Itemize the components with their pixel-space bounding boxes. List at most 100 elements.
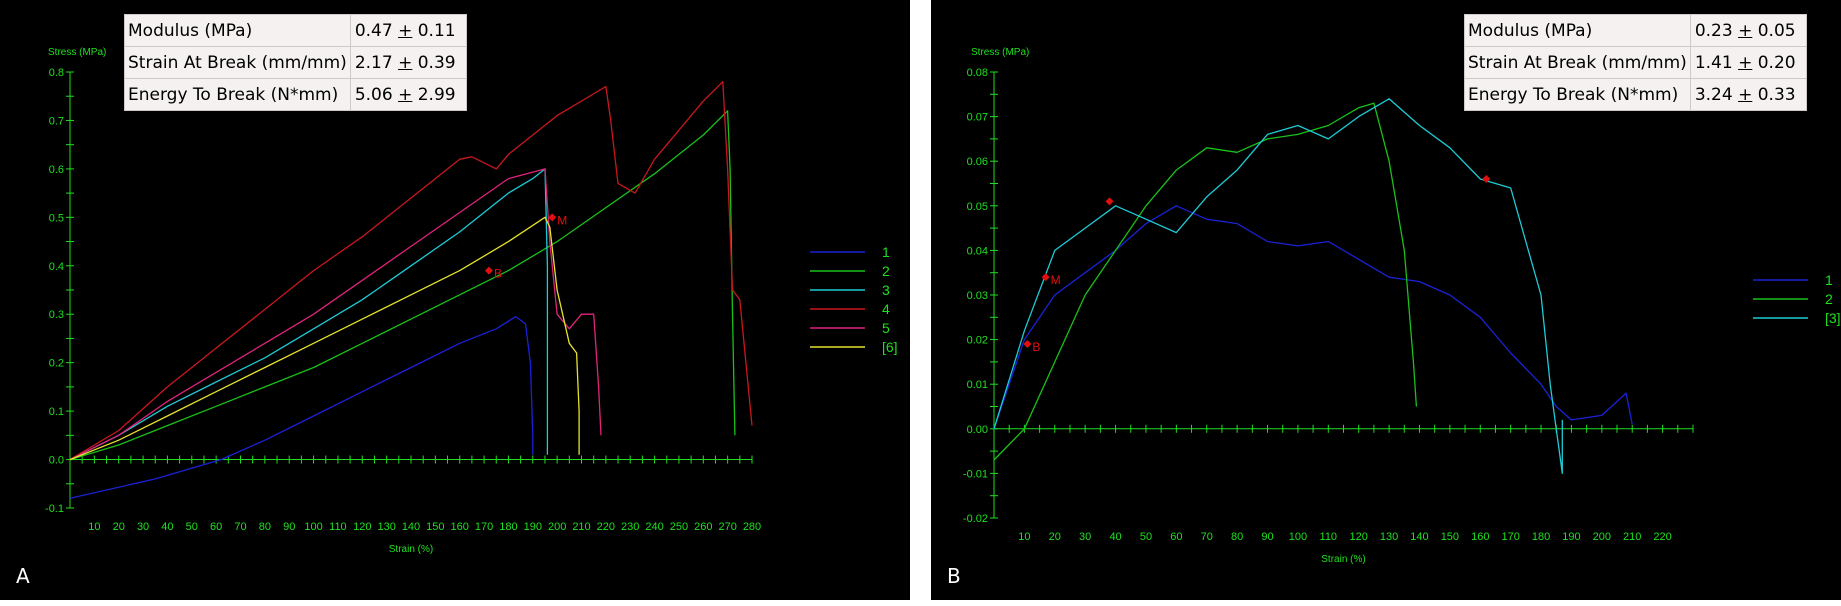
x-tick-label: 110 — [1320, 531, 1338, 543]
x-tick-label: 80 — [259, 521, 271, 533]
x-tick-label: 120 — [353, 521, 371, 533]
series-line-6 — [69, 216, 580, 461]
y-tick-label: 0.6 — [49, 164, 64, 176]
x-tick-label: 110 — [329, 521, 347, 533]
y-tick-label: 0.02 — [967, 335, 988, 347]
y-tick-label: 0.07 — [967, 112, 988, 124]
series-line-3 — [69, 168, 549, 461]
stats-row: Energy To Break (N*mm) 5.06 + 2.99 — [124, 78, 467, 111]
x-tick-label: 150 — [426, 521, 444, 533]
y-tick-label: 0.03 — [967, 290, 988, 302]
x-tick-label: 20 — [1049, 531, 1061, 543]
x-axis-label: Strain (%) — [389, 544, 433, 555]
x-tick-label: 90 — [1261, 531, 1273, 543]
legend-label: 2 — [882, 263, 890, 279]
marker-label: B — [494, 267, 502, 281]
legend-label: [3] — [1825, 310, 1841, 326]
x-tick-label: 210 — [1623, 531, 1641, 543]
series-line-2 — [993, 102, 1418, 461]
chart-panel-b: 10 20 30 40 50 60 70 80 90 100 110 120 130 140 150 160 1… — [931, 0, 1841, 600]
point-marker — [1482, 175, 1491, 184]
y-tick-label: 0.4 — [49, 261, 64, 273]
point-marker — [1105, 197, 1114, 206]
stat-name: Modulus (MPa) — [124, 14, 351, 47]
stats-row: Strain At Break (mm/mm) 1.41 + 0.20 — [1464, 46, 1807, 79]
x-tick-label: 40 — [1109, 531, 1121, 543]
legend-label: 1 — [882, 244, 890, 260]
x-tick-label: 180 — [499, 521, 517, 533]
y-tick-label: -0.1 — [45, 503, 64, 515]
x-tick-label: 100 — [304, 521, 322, 533]
x-tick-label: 150 — [1441, 531, 1459, 543]
x-tick-label: 60 — [1170, 531, 1182, 543]
y-tick-label: 0.1 — [49, 406, 64, 418]
x-tick-label: 140 — [402, 521, 420, 533]
y-axis-label: Stress (MPa) — [971, 47, 1029, 58]
x-tick-label: 200 — [1593, 531, 1611, 543]
y-tick-label: 0.04 — [967, 245, 988, 257]
chart-svg-b: 10 20 30 40 50 60 70 80 90 100 110 120 130 140 150 160 1… — [963, 47, 1841, 565]
x-tick-label: 50 — [1140, 531, 1152, 543]
stat-value: 5.06 + 2.99 — [349, 78, 467, 111]
point-marker — [484, 266, 493, 275]
series-line-1 — [993, 205, 1633, 430]
x-tick-label: 10 — [1018, 531, 1030, 543]
legend-label: 5 — [882, 320, 890, 336]
x-tick-label: 60 — [210, 521, 222, 533]
x-tick-label: 170 — [475, 521, 493, 533]
x-tick-label: 190 — [1562, 531, 1580, 543]
x-axis-label: Strain (%) — [1321, 554, 1365, 565]
panel-label: A — [16, 564, 30, 588]
x-tick-label: 170 — [1501, 531, 1519, 543]
chart-svg-a: 10 20 30 40 50 60 70 80 90 100 110 120 130 140 150 160 1… — [45, 47, 898, 555]
marker-label: B — [1032, 340, 1040, 354]
stats-table-b: Modulus (MPa) 0.23 + 0.05 Strain At Break… — [1464, 14, 1807, 111]
x-tick-label: 30 — [1079, 531, 1091, 543]
stat-name: Energy To Break (N*mm) — [124, 78, 351, 111]
x-tick-label: 70 — [234, 521, 246, 533]
x-tick-label: 80 — [1231, 531, 1243, 543]
y-tick-label: 0.06 — [967, 156, 988, 168]
series-line-3 — [993, 98, 1563, 475]
x-tick-label: 280 — [743, 521, 761, 533]
stat-value: 0.23 + 0.05 — [1689, 14, 1807, 47]
x-tick-label: 160 — [451, 521, 469, 533]
chart-panel-a: 10 20 30 40 50 60 70 80 90 100 110 120 130 140 150 160 1… — [0, 0, 910, 600]
stat-value: 3.24 + 0.33 — [1689, 78, 1807, 111]
marker-label: M — [557, 213, 567, 227]
series-line-4 — [69, 81, 753, 461]
y-tick-label: 0.2 — [49, 358, 64, 370]
x-tick-label: 210 — [572, 521, 590, 533]
x-tick-label: 220 — [597, 521, 615, 533]
stats-table-a: Modulus (MPa) 0.47 + 0.11 Strain At Break… — [124, 14, 467, 111]
series-line-1 — [69, 315, 534, 499]
panel-label: B — [947, 564, 961, 588]
x-tick-label: 220 — [1653, 531, 1671, 543]
x-tick-label: 190 — [524, 521, 542, 533]
legend-label: 1 — [1825, 272, 1833, 288]
x-tick-label: 10 — [88, 521, 100, 533]
y-tick-label: 0.5 — [49, 212, 64, 224]
point-marker — [1023, 340, 1032, 349]
point-marker — [1041, 273, 1050, 282]
y-tick-label: 0.3 — [49, 309, 64, 321]
legend-label: 4 — [882, 301, 890, 317]
marker-label: M — [1051, 273, 1061, 287]
x-tick-label: 40 — [161, 521, 173, 533]
stat-name: Modulus (MPa) — [1464, 14, 1691, 47]
x-tick-label: 200 — [548, 521, 566, 533]
x-tick-label: 30 — [137, 521, 149, 533]
x-tick-label: 50 — [186, 521, 198, 533]
y-tick-label: 0.8 — [49, 67, 64, 79]
stat-value: 1.41 + 0.20 — [1689, 46, 1807, 79]
stat-value: 0.47 + 0.11 — [349, 14, 467, 47]
y-tick-label: 0.7 — [49, 115, 64, 127]
stats-row: Strain At Break (mm/mm) 2.17 + 0.39 — [124, 46, 467, 79]
x-tick-label: 90 — [283, 521, 295, 533]
stat-value: 2.17 + 0.39 — [349, 46, 467, 79]
x-tick-label: 230 — [621, 521, 639, 533]
stat-name: Energy To Break (N*mm) — [1464, 78, 1691, 111]
stats-row: Modulus (MPa) 0.23 + 0.05 — [1464, 14, 1807, 47]
legend-label: 2 — [1825, 291, 1833, 307]
x-tick-label: 250 — [670, 521, 688, 533]
